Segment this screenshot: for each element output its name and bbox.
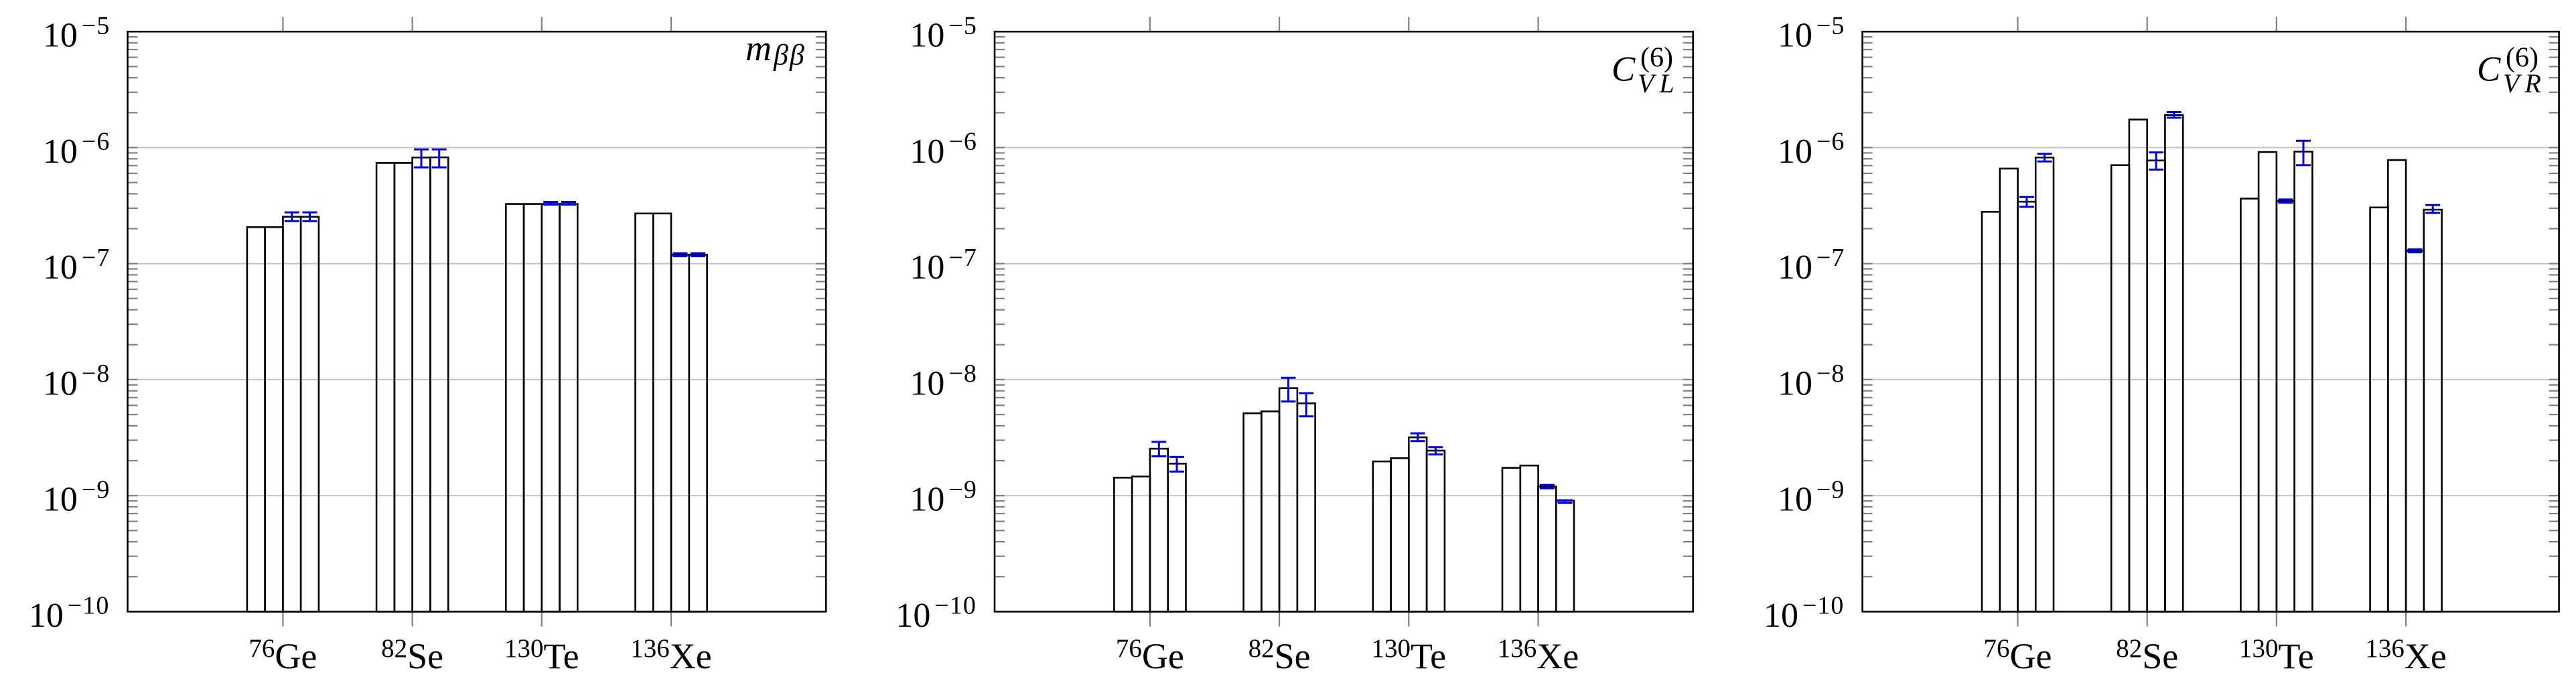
svg-text:130Te: 130Te [2239,634,2314,676]
svg-text:C: C [2477,50,2501,89]
svg-text:82Se: 82Se [2116,634,2178,676]
svg-text:10−6: 10 −6 [910,128,977,171]
svg-text:VL: VL [1638,68,1680,98]
svg-text:VR: VR [2503,68,2547,98]
svg-text:136Xe: 136Xe [630,634,711,676]
svg-text:10−6: 10 −6 [43,128,110,171]
svg-text:136Xe: 136Xe [2365,634,2446,676]
svg-text:76Ge: 76Ge [248,634,317,676]
svg-text:10−8: 10 −8 [43,360,110,402]
svg-text:C: C [1612,50,1636,89]
svg-text:ββ: ββ [773,39,806,72]
svg-text:10−9: 10 −9 [910,475,977,518]
svg-text:76Ge: 76Ge [1984,634,2052,676]
svg-text:(6): (6) [2506,42,2538,73]
svg-text:82Se: 82Se [381,634,443,676]
svg-text:82Se: 82Se [1248,634,1311,676]
svg-text:136Xe: 136Xe [1498,634,1579,676]
svg-text:130Te: 130Te [504,634,579,676]
svg-text:130Te: 130Te [1371,634,1446,676]
svg-text:(6): (6) [1640,42,1673,73]
svg-text:10−8: 10 −8 [910,360,977,402]
svg-text:76Ge: 76Ge [1116,634,1184,676]
svg-text:m: m [745,28,772,68]
